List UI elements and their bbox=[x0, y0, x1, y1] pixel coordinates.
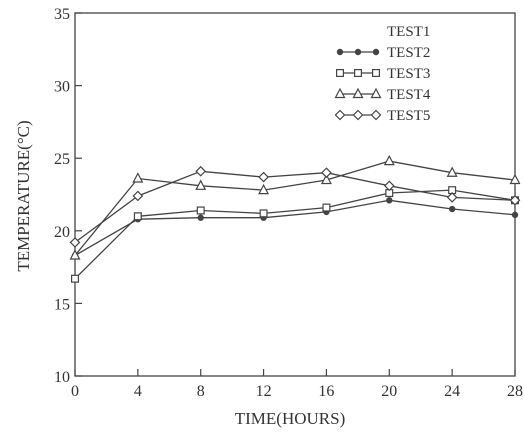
plot-frame bbox=[74, 12, 516, 377]
legend-label: TEST3 bbox=[387, 66, 430, 82]
series-line bbox=[74, 160, 516, 256]
data-point bbox=[195, 179, 207, 190]
legend-marker bbox=[354, 68, 363, 77]
x-tick-label: 16 bbox=[318, 383, 334, 400]
legend-label: TEST1 bbox=[387, 24, 430, 40]
legend-marker bbox=[354, 48, 362, 56]
series-test5 bbox=[69, 165, 521, 248]
data-point bbox=[386, 197, 393, 204]
legend-marker bbox=[370, 109, 382, 121]
legend-label: TEST4 bbox=[387, 87, 431, 103]
x-tick-label: 24 bbox=[444, 383, 460, 400]
legend-item: TEST2 bbox=[336, 45, 430, 61]
data-point bbox=[69, 249, 81, 260]
legend-marker bbox=[334, 109, 346, 121]
data-point bbox=[383, 154, 395, 166]
series-layer bbox=[69, 154, 521, 283]
y-tick-label: 15 bbox=[54, 296, 70, 313]
legend-item: TEST1 bbox=[387, 24, 430, 40]
data-point bbox=[70, 274, 79, 283]
legend-item: TEST3 bbox=[336, 66, 430, 82]
data-point bbox=[448, 205, 456, 213]
legend-label: TEST2 bbox=[387, 45, 430, 61]
x-tick-label: 28 bbox=[507, 383, 523, 400]
series-line bbox=[74, 199, 516, 257]
data-point bbox=[258, 183, 270, 195]
legend-marker bbox=[352, 87, 364, 99]
legend-marker bbox=[336, 68, 345, 77]
data-point bbox=[132, 172, 144, 183]
data-point bbox=[509, 194, 521, 206]
legend-marker bbox=[370, 87, 382, 99]
y-tick-label: 35 bbox=[54, 6, 70, 23]
data-point bbox=[196, 206, 205, 215]
legend: TEST1 TEST2 TEST3 TEST4 TEST5 bbox=[334, 24, 431, 124]
data-point bbox=[258, 171, 269, 183]
legend-item: TEST4 bbox=[334, 87, 431, 103]
legend-label: TEST5 bbox=[387, 108, 430, 124]
legend-marker bbox=[372, 68, 381, 77]
data-point bbox=[321, 167, 332, 179]
y-tick-label: 30 bbox=[54, 79, 70, 96]
data-point bbox=[69, 237, 81, 248]
data-point bbox=[446, 192, 458, 203]
data-point bbox=[511, 211, 519, 219]
data-point bbox=[509, 173, 521, 185]
series-test2 bbox=[71, 197, 519, 259]
x-tick-label: 4 bbox=[134, 383, 142, 400]
x-tick-label: 0 bbox=[71, 383, 79, 400]
data-point bbox=[195, 165, 207, 177]
data-point bbox=[197, 214, 204, 221]
series-test4 bbox=[69, 154, 521, 260]
y-axis-label: TEMPERATURE(°C) bbox=[14, 120, 33, 271]
data-point bbox=[446, 166, 458, 177]
series-line bbox=[74, 189, 516, 280]
x-axis: 0 4 8 12 16 20 24 28 bbox=[71, 369, 523, 400]
x-tick-label: 12 bbox=[256, 383, 272, 400]
legend-marker bbox=[372, 48, 380, 56]
data-point bbox=[383, 180, 395, 192]
data-point bbox=[320, 173, 332, 185]
y-tick-label: 20 bbox=[54, 224, 70, 241]
legend-marker bbox=[352, 109, 364, 121]
data-point bbox=[322, 203, 331, 212]
y-tick-label: 10 bbox=[54, 369, 70, 386]
x-tick-label: 8 bbox=[197, 383, 205, 400]
x-tick-label: 20 bbox=[381, 383, 397, 400]
data-point bbox=[133, 212, 142, 221]
x-axis-label: TIME(HOURS) bbox=[235, 409, 346, 428]
y-axis: 10 15 20 25 30 35 bbox=[54, 6, 82, 386]
legend-marker bbox=[334, 87, 346, 99]
plot-border bbox=[74, 12, 516, 377]
series-line bbox=[74, 170, 516, 243]
y-tick-label: 25 bbox=[54, 151, 70, 168]
data-point bbox=[132, 190, 144, 202]
legend-item: TEST5 bbox=[334, 108, 430, 124]
data-point bbox=[259, 209, 268, 218]
legend-marker bbox=[336, 48, 344, 56]
